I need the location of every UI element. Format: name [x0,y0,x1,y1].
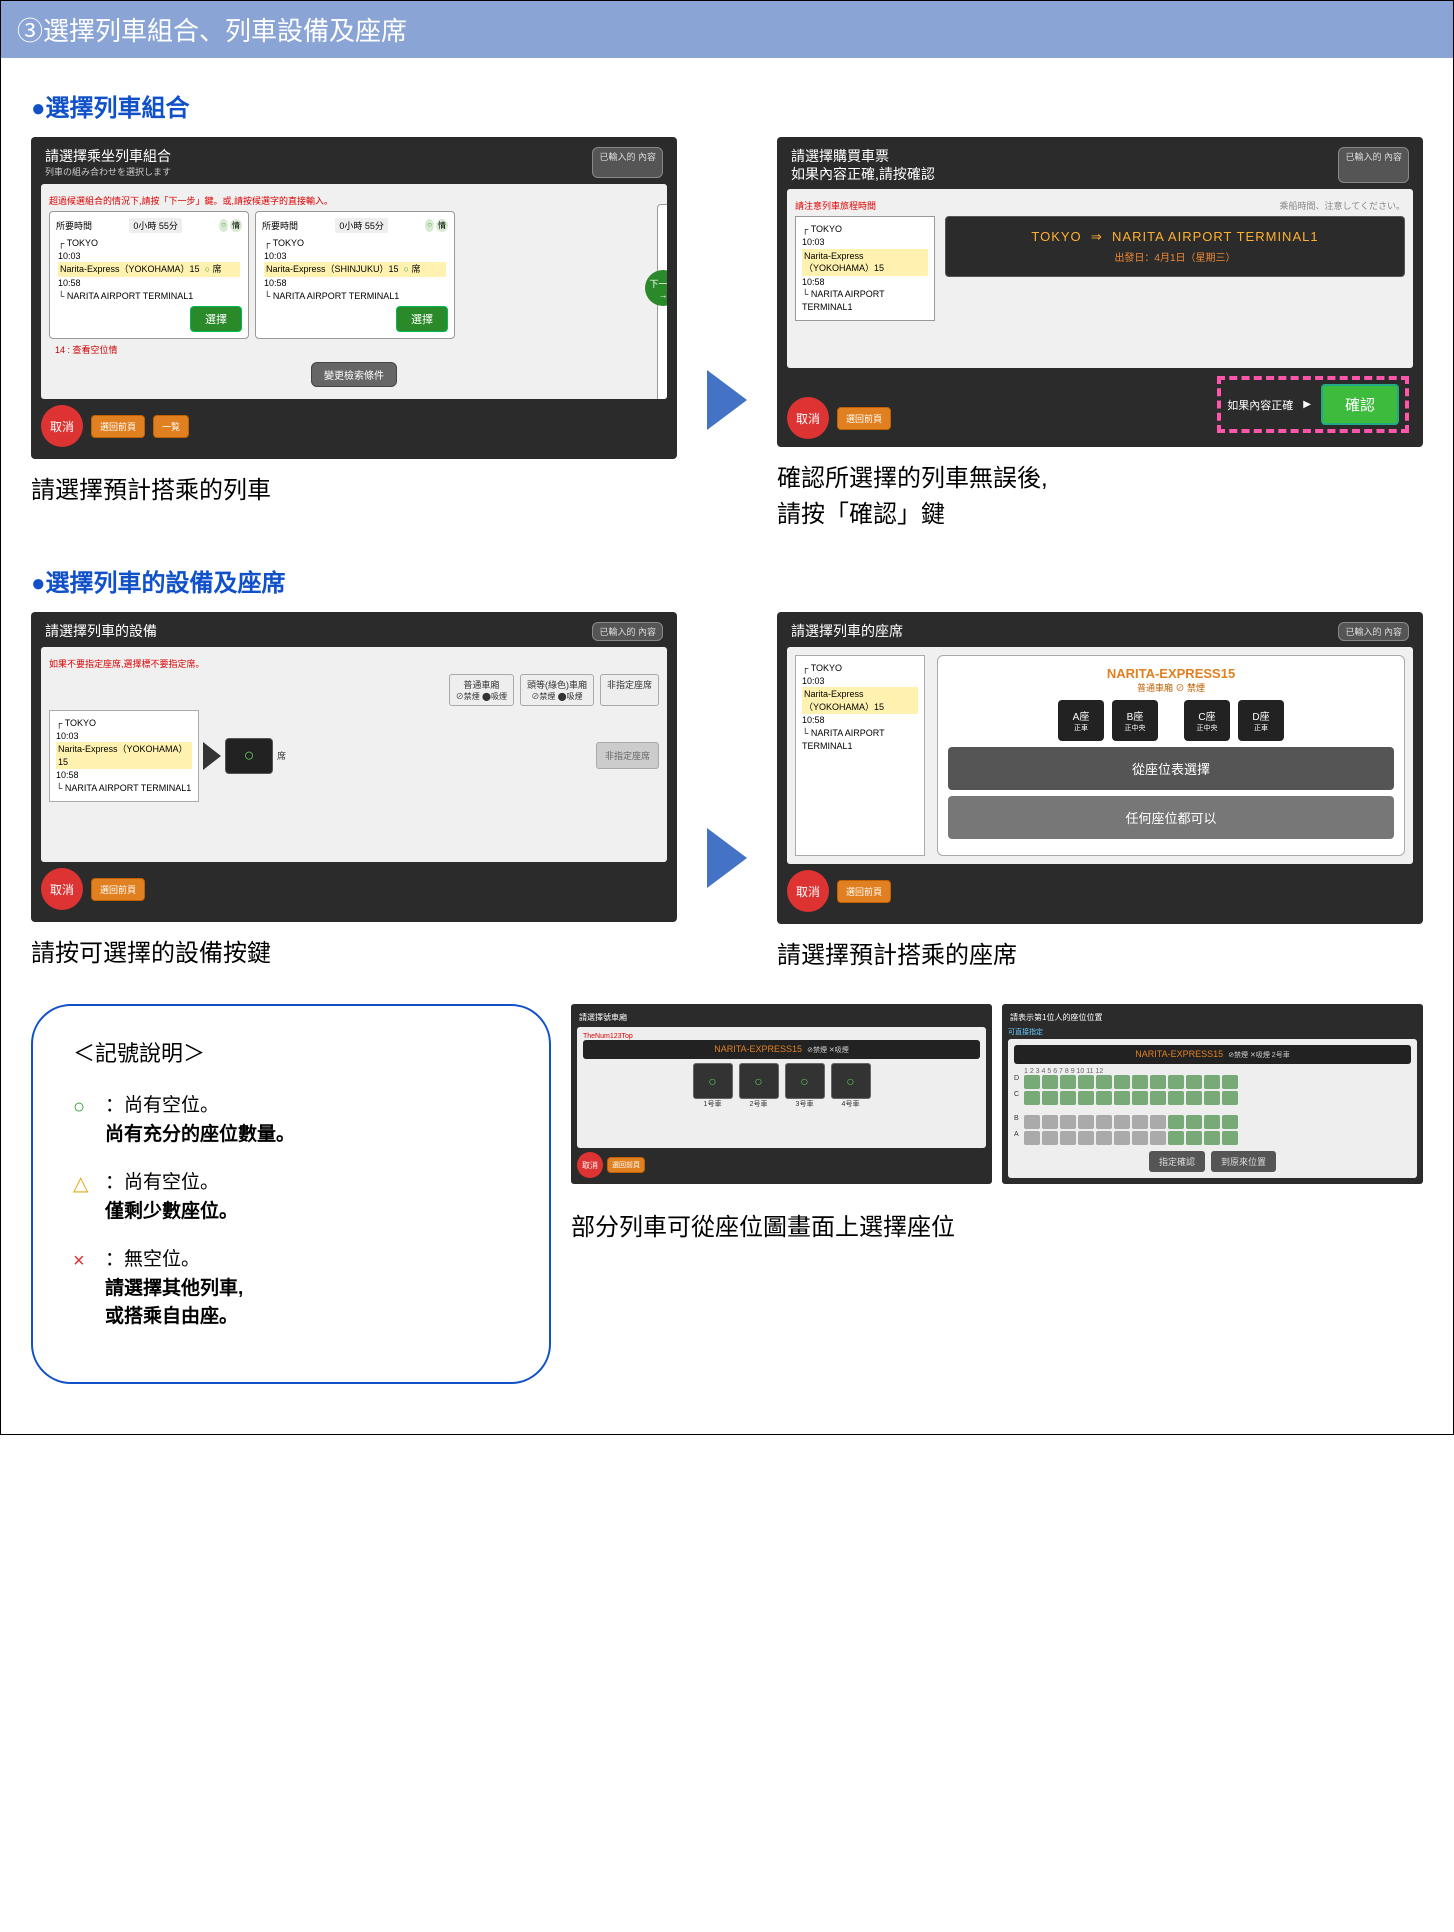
kiosk-equipment: 請選擇列車的設備 已輸入的 內容 如果不要指定座席,選擇標不要指定席。 普通車廂… [31,612,677,922]
eq-nonreserved[interactable]: 非指定座席 [600,674,659,706]
dest-1: NARITA AIRPORT TERMINAL1 [67,291,193,301]
back-button-2[interactable]: 選回前頁 [837,407,891,430]
entered-chip[interactable]: 已輸入的 內容 [592,147,663,178]
train-card-2[interactable]: 所要時間0小時 55分○情 ┌ TOKYO 10:03 Narita-Expre… [255,211,455,339]
train-name-1: Narita-Express（YOKOHAMA）15 [60,264,200,274]
select-button-1[interactable]: 選擇 [190,306,242,332]
back-button-4[interactable]: 選回前頁 [837,880,891,903]
car-1[interactable]: ○ [693,1063,733,1099]
k6-title: 請表示第1位人的座位位置 [1008,1010,1417,1027]
seat-strip: NARITA-EXPRESS15 ⊘禁煙 ✕吸煙 2号車 [1014,1045,1411,1064]
reset-seat-mini[interactable]: 到原來位置 [1211,1151,1276,1172]
arrow-icon [707,370,747,430]
caption-5: 部分列車可從座位圖畫面上選擇座位 [571,1210,1423,1246]
seat-a[interactable]: A座正車 [1058,700,1104,741]
seat-map-button[interactable]: 從座位表選擇 [948,747,1394,790]
confirm-band: TOKYO ⇒ NARITA AIRPORT TERMINAL1 出發日：4月1… [945,216,1405,277]
kiosk-seat: 請選擇列車的座席 已輸入的 內容 ┌ TOKYO 10:03 Narita-Ex… [777,612,1423,924]
car-2[interactable]: ○ [739,1063,779,1099]
car-3[interactable]: ○ [785,1063,825,1099]
duration-2: 0小時 55分 [335,218,388,233]
seat-d[interactable]: D座正車 [1238,700,1284,741]
k3-warn: 如果不要指定座席,選擇標不要指定席。 [49,655,659,674]
back-button[interactable]: 選回前頁 [91,415,145,438]
entered-chip-4[interactable]: 已輸入的 內容 [1338,622,1409,641]
section1-heading: ●選擇列車組合 [31,88,1423,123]
k1-note: 14 : 查看空位情 [49,339,659,358]
confirm-seat-mini[interactable]: 指定確認 [1149,1151,1205,1172]
k1-title: 請選擇乘坐列車組合 [45,147,171,165]
k2-title1: 請選擇購買車票 [791,147,935,165]
cancel-button[interactable]: 取消 [41,405,83,447]
k4-title: 請選擇列車的座席 [791,622,903,641]
sp-sub: 普通車廂 ⊘ 禁煙 [948,681,1394,694]
train-name-2: Narita-Express（SHINJUKU）15 [266,264,399,274]
kiosk-select-combo: 請選擇乘坐列車組合 列車の組み合わせを選択します 已輸入的 內容 超過候選組合的… [31,137,677,459]
seat-b[interactable]: B座正中央 [1112,700,1158,741]
train-card-1[interactable]: 所要時間0小時 55分○情 ┌ TOKYO 10:03 Narita-Expre… [49,211,249,339]
select-button-2[interactable]: 選擇 [396,306,448,332]
origin-1: TOKYO [67,238,98,248]
confirm-hint: 如果內容正確 [1227,397,1293,413]
entered-chip-2[interactable]: 已輸入的 內容 [1338,147,1409,183]
k1-warn: 超過候選組合的情況下,請按「下一步」鍵。或,請按候選字的直接輸入。 [49,192,659,211]
eq-route: ┌ TOKYO 10:03 Narita-Express（YOKOHAMA）15… [49,710,199,802]
modify-button[interactable]: 變更檢索條件 [311,362,397,387]
eq-selected[interactable]: ○ [225,738,273,774]
car-strip: NARITA-EXPRESS15 ⊘禁煙 ✕吸煙 [583,1040,980,1059]
section2-heading: ●選擇列車的設備及座席 [31,563,1423,598]
legend-head: ＜記號說明＞ [73,1036,509,1068]
eq-green[interactable]: 頭等(綠色)車廂⊘禁煙 ⬤吸煙 [520,674,594,706]
k6-sub: 可直接指定 [1008,1027,1417,1039]
k2-title2: 如果內容正確,請按確認 [791,165,935,183]
page-banner: ③選擇列車組合、列車設備及座席 [1,1,1453,58]
caption-1: 請選擇預計搭乘的列車 [31,473,677,509]
seat-c[interactable]: C座正中央 [1184,700,1230,741]
k1-sub: 列車の組み合わせを選択します [45,165,171,178]
seat-route: ┌ TOKYO 10:03 Narita-Express（YOKOHAMA）15… [795,655,925,856]
caption-2: 確認所選擇的列車無誤後,請按「確認」鍵 [777,461,1423,533]
seat-grid: D C B A [1014,1075,1411,1145]
eq-ordinary[interactable]: 普通車廂⊘禁煙 ⬤吸煙 [449,674,514,706]
cancel-button-3[interactable]: 取消 [41,868,83,910]
k5-title: 請選擇號車廂 [577,1010,986,1027]
arrow-icon-2 [707,828,747,888]
car-4[interactable]: ○ [831,1063,871,1099]
any-seat-button[interactable]: 任何座位都可以 [948,796,1394,839]
misc-button[interactable]: 一覧 [153,415,189,438]
sp-title: NARITA-EXPRESS15 [948,666,1394,681]
arr-time-2: 10:58 [264,278,287,288]
legend-circle: ○ ：尚有空位。尚有充分的座位數量。 [73,1092,509,1149]
eq-gray[interactable]: 非指定座席 [596,742,659,769]
k3-title: 請選擇列車的設備 [45,622,157,641]
dep-time-1: 10:03 [58,251,81,261]
back-button-3[interactable]: 選回前頁 [91,878,145,901]
back-mini-1[interactable]: 選回前頁 [607,1157,645,1173]
kiosk-seat-map: 請表示第1位人的座位位置 可直接指定 NARITA-EXPRESS15 ⊘禁煙 … [1002,1004,1423,1184]
duration-1: 0小時 55分 [129,218,182,233]
confirm-button[interactable]: 確認 [1321,384,1399,425]
kiosk-confirm: 請選擇購買車票 如果內容正確,請按確認 已輸入的 內容 請注意列車旅程時間乘船時… [777,137,1423,447]
seat-cell[interactable] [1024,1075,1040,1089]
caption-4: 請選擇預計搭乘的座席 [777,938,1423,974]
dest-2: NARITA AIRPORT TERMINAL1 [273,291,399,301]
legend-triangle: △ ：尚有空位。僅剩少數座位。 [73,1169,509,1226]
entered-chip-3[interactable]: 已輸入的 內容 [592,622,663,641]
kiosk-car-select: 請選擇號車廂 TheNum123Top NARITA-EXPRESS15 ⊘禁煙… [571,1004,992,1184]
mini-route: ┌ TOKYO 10:03 Narita-Express（YOKOHAMA）15… [795,216,935,320]
seat-panel: NARITA-EXPRESS15 普通車廂 ⊘ 禁煙 A座正車 B座正中央 C座… [937,655,1405,856]
caption-3: 請按可選擇的設備按鍵 [31,936,677,972]
k5-warn: TheNum123Top [583,1033,980,1040]
arr-time-1: 10:58 [58,278,81,288]
legend-x: × ：無空位。請選擇其他列車,或搭乘自由座。 [73,1246,509,1332]
highlight-box: 如果內容正確 ▶ 確認 [1217,376,1409,433]
arrow-small-icon [203,742,221,770]
legend-box: ＜記號說明＞ ○ ：尚有空位。尚有充分的座位數量。 △ ：尚有空位。僅剩少數座位… [31,1004,551,1384]
cancel-button-4[interactable]: 取消 [787,870,829,912]
cancel-button-2[interactable]: 取消 [787,397,829,439]
origin-2: TOKYO [273,238,304,248]
cancel-mini-1[interactable]: 取消 [577,1152,603,1178]
dep-time-2: 10:03 [264,251,287,261]
k2-warn: 請注意列車旅程時間 [795,199,876,212]
